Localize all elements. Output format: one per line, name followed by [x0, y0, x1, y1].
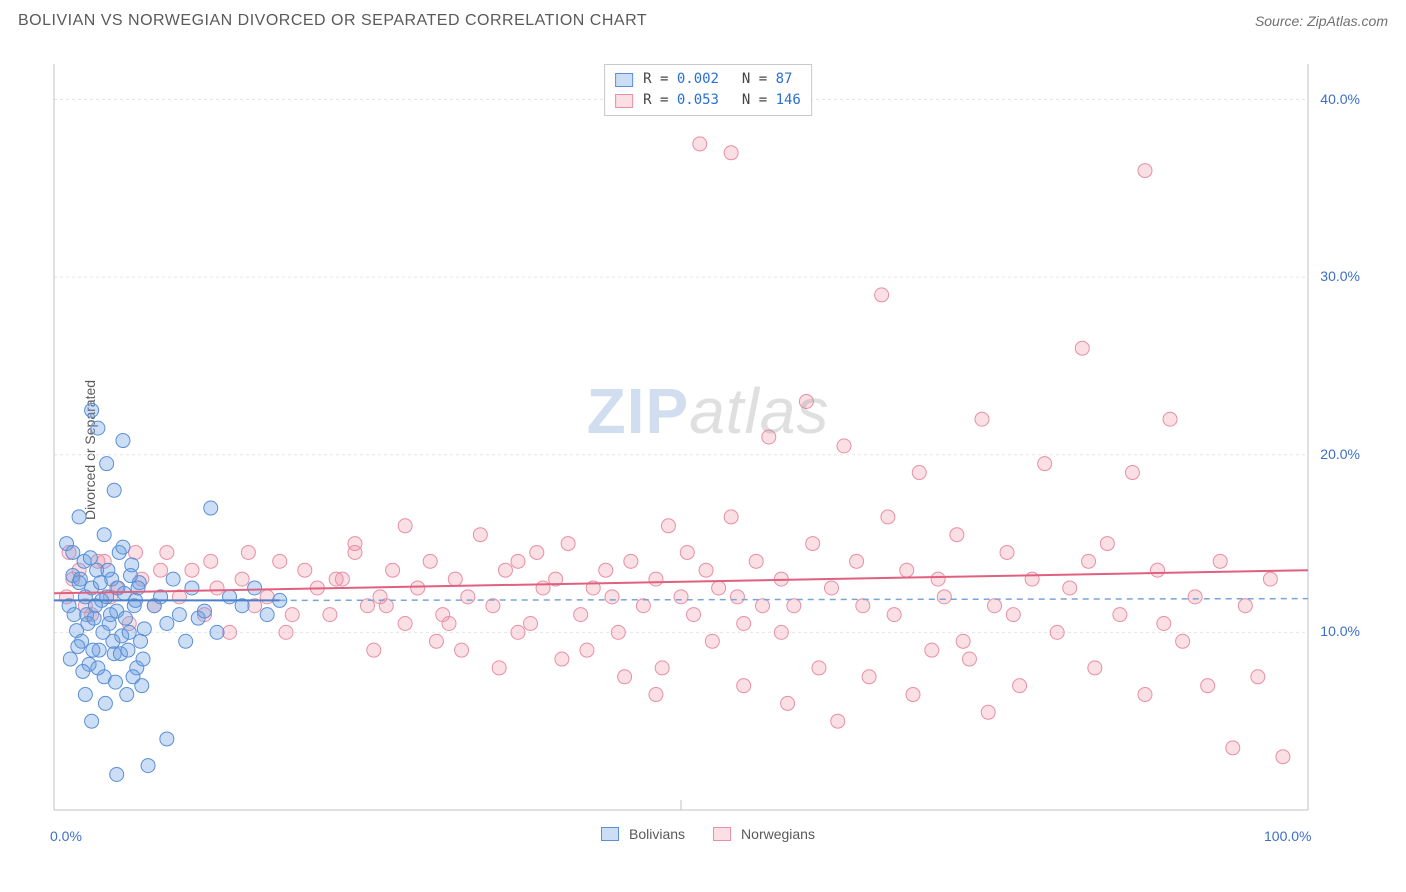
series-legend: Bolivians Norwegians [601, 826, 815, 842]
swatch-bolivians-icon [615, 73, 633, 87]
y-tick-3: 40.0% [1320, 91, 1360, 107]
swatch-norwegians-icon [713, 827, 731, 841]
y-tick-1: 20.0% [1320, 446, 1360, 462]
scatter-plot [48, 60, 1368, 840]
chart-area: Divorced or Separated ZIPatlas R = 0.002… [48, 60, 1368, 840]
legend-item-norwegians: Norwegians [713, 826, 815, 842]
source-label: Source: ZipAtlas.com [1255, 13, 1388, 29]
chart-title: BOLIVIAN VS NORWEGIAN DIVORCED OR SEPARA… [18, 12, 647, 30]
stats-legend: R = 0.002 N = 87 R = 0.053 N = 146 [604, 64, 812, 116]
stats-row-norwegians: R = 0.053 N = 146 [615, 90, 801, 111]
x-tick-1: 100.0% [1264, 828, 1311, 844]
chart-header: BOLIVIAN VS NORWEGIAN DIVORCED OR SEPARA… [0, 0, 1406, 38]
y-tick-0: 10.0% [1320, 623, 1360, 639]
swatch-bolivians-icon [601, 827, 619, 841]
swatch-norwegians-icon [615, 94, 633, 108]
stats-row-bolivians: R = 0.002 N = 87 [615, 69, 801, 90]
legend-item-bolivians: Bolivians [601, 826, 685, 842]
x-tick-0: 0.0% [50, 828, 82, 844]
y-tick-2: 30.0% [1320, 268, 1360, 284]
